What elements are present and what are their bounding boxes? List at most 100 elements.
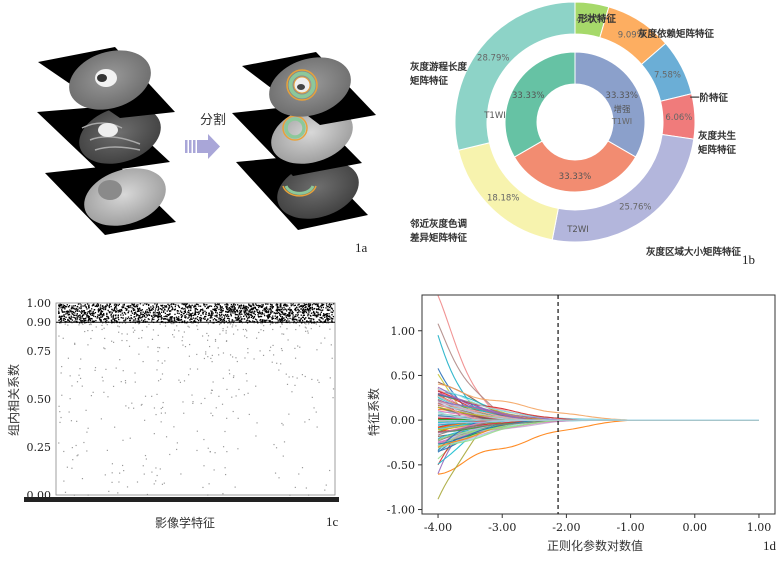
icc-point-high xyxy=(107,316,108,317)
icc-point-high xyxy=(234,311,235,312)
icc-point-high xyxy=(246,306,247,307)
icc-point-low xyxy=(122,465,123,466)
icc-point-low xyxy=(85,410,86,411)
icc-point-high xyxy=(111,309,112,310)
icc-point-low xyxy=(61,372,62,373)
icc-point-high xyxy=(75,305,76,306)
icc-point-high xyxy=(255,303,256,304)
icc-point-high xyxy=(172,307,173,308)
icc-point-high xyxy=(239,317,240,318)
icc-point-high xyxy=(183,313,184,314)
icc-point-low xyxy=(316,349,317,350)
icc-point-high xyxy=(163,318,164,319)
icc-point-high xyxy=(155,310,156,311)
icc-point-low xyxy=(197,329,198,330)
icc-point-low xyxy=(291,391,292,392)
icc-point-high xyxy=(86,315,87,316)
icc-point-high xyxy=(86,308,87,309)
icc-point-high xyxy=(216,320,217,321)
icc-point-high xyxy=(328,313,329,314)
icc-point-low xyxy=(312,397,313,398)
icc-point-low xyxy=(222,493,223,494)
icc-point-high xyxy=(129,307,130,308)
icc-point-high xyxy=(229,318,230,319)
icc-point-low xyxy=(205,353,206,354)
icc-point-high xyxy=(324,317,325,318)
icc-point-high xyxy=(109,305,110,306)
icc-point-high xyxy=(241,311,242,312)
icc-point-low xyxy=(282,350,283,351)
icc-point-high xyxy=(71,316,72,317)
icc-point-high xyxy=(192,305,193,306)
icc-point-high xyxy=(70,319,71,320)
icc-point-low xyxy=(125,380,126,381)
icc-point-high xyxy=(114,310,115,311)
icc-point-high xyxy=(105,309,106,310)
icc-point-high xyxy=(86,314,87,315)
icc-point-high xyxy=(317,309,318,310)
donut-chart: 4.55%形状特征9.09%灰度依赖矩阵特征7.58%一阶特征6.06%灰度共生… xyxy=(400,0,784,280)
icc-point-low xyxy=(147,346,148,347)
icc-point-high xyxy=(194,304,195,305)
icc-point-low xyxy=(101,329,102,330)
icc-point-high xyxy=(331,304,332,305)
icc-point-low xyxy=(331,344,332,345)
icc-point-high xyxy=(150,306,151,307)
icc-point-high xyxy=(240,308,241,309)
icc-point-high xyxy=(269,308,270,309)
icc-point-high xyxy=(158,307,159,308)
icc-point-high xyxy=(80,318,81,319)
icc-point-high xyxy=(87,313,88,314)
icc-point-high xyxy=(313,319,314,320)
icc-point-high xyxy=(83,319,84,320)
icc-point-low xyxy=(246,373,247,374)
icc-point-high xyxy=(277,307,278,308)
icc-point-high xyxy=(204,311,205,312)
icc-point-low xyxy=(182,401,183,402)
icc-point-high xyxy=(308,317,309,318)
outer-slice-value-5: 25.76% xyxy=(619,203,651,213)
icc-point-high xyxy=(83,314,84,315)
icc-point-low xyxy=(121,340,122,341)
icc-point-high xyxy=(262,310,263,311)
icc-point-high xyxy=(65,317,66,318)
icc-point-high xyxy=(109,311,110,312)
icc-point-high xyxy=(194,308,195,309)
icc-point-high xyxy=(214,306,215,307)
icc-point-high xyxy=(102,306,103,307)
icc-point-high xyxy=(64,308,65,309)
icc-point-high xyxy=(275,315,276,316)
icc-point-high xyxy=(232,312,233,313)
icc-point-high xyxy=(127,312,128,313)
icc-point-high xyxy=(210,320,211,321)
icc-point-high xyxy=(206,312,207,313)
icc-point-high xyxy=(143,311,144,312)
icc-point-high xyxy=(284,319,285,320)
icc-point-low xyxy=(148,324,149,325)
icc-point-low xyxy=(275,323,276,324)
inner-slice-value-2: 33.33% xyxy=(559,172,591,182)
icc-point-low xyxy=(134,330,135,331)
icc-point-low xyxy=(210,451,211,452)
icc-point-low xyxy=(131,403,132,404)
icc-point-high xyxy=(303,315,304,316)
icc-point-high xyxy=(257,309,258,310)
icc-point-high xyxy=(307,304,308,305)
icc-x-axis-label: 影像学特征 xyxy=(155,515,215,530)
icc-point-high xyxy=(190,318,191,319)
icc-point-high xyxy=(260,313,261,314)
icc-point-high xyxy=(252,304,253,305)
icc-point-high xyxy=(276,310,277,311)
icc-point-high xyxy=(137,306,138,307)
icc-point-low xyxy=(294,348,295,349)
icc-point-high xyxy=(305,317,306,318)
icc-point-low xyxy=(77,381,78,382)
icc-point-high xyxy=(251,307,252,308)
icc-point-high xyxy=(299,311,300,312)
icc-point-low xyxy=(225,467,226,468)
icc-point-low xyxy=(189,344,190,345)
icc-point-high xyxy=(326,303,327,304)
icc-point-low xyxy=(218,396,219,397)
icc-point-low xyxy=(292,376,293,377)
icc-point-high xyxy=(189,307,190,308)
